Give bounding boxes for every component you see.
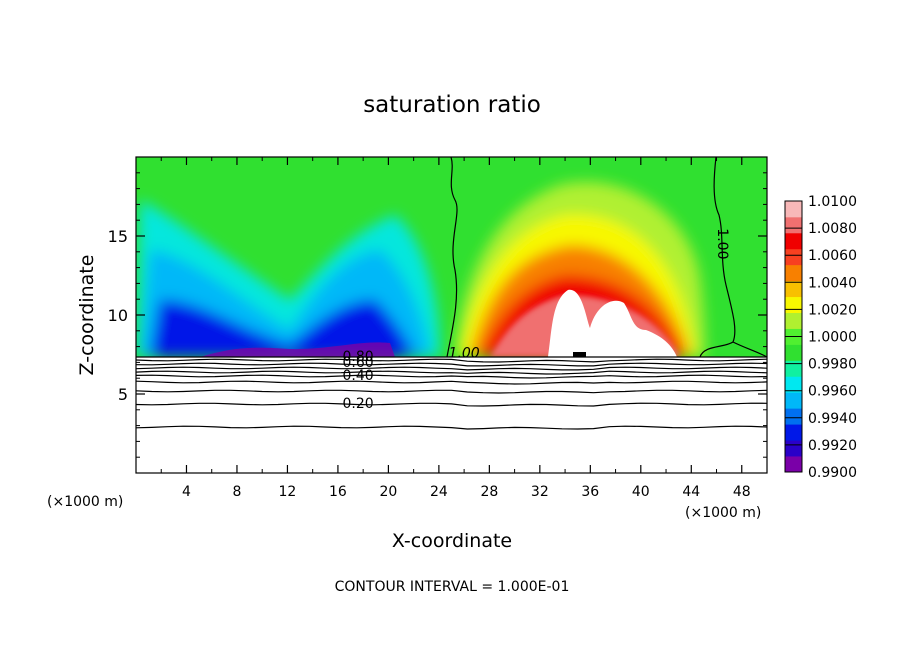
colorbar-swatch xyxy=(785,248,802,266)
contour-line xyxy=(136,402,767,407)
colorbar-label: 1.0020 xyxy=(808,302,857,318)
colorbar-swatch xyxy=(785,360,802,377)
contour-line xyxy=(136,366,767,371)
contour-line xyxy=(136,389,767,394)
y-tick-label: 5 xyxy=(118,385,128,404)
y-axis-title: Z-coordinate xyxy=(76,255,98,376)
colorbar-label: 0.9980 xyxy=(808,357,857,373)
dry-zone-shading xyxy=(136,200,440,357)
lower-layer xyxy=(136,357,767,473)
contour-line xyxy=(136,358,767,363)
colorbar-swatch xyxy=(785,201,802,218)
colorbar-swatch xyxy=(785,456,802,473)
contour-label: 0.80 xyxy=(343,349,374,365)
x-tick-label: 12 xyxy=(279,484,297,500)
colorbar-swatch xyxy=(785,296,802,313)
contour-label: 0.60 xyxy=(343,355,374,371)
colorbar-label: 1.0080 xyxy=(808,221,857,237)
colorbar-swatch xyxy=(785,312,802,329)
colorbar-swatch xyxy=(785,216,802,234)
x-axis-title: X-coordinate xyxy=(392,530,512,552)
colorbar-label: 1.0040 xyxy=(808,275,857,291)
x-tick-label: 24 xyxy=(430,484,448,500)
colorbar-label: 1.0060 xyxy=(808,248,857,264)
colorbar-label: 1.0100 xyxy=(808,194,857,210)
x-unit-right: (×1000 m) xyxy=(685,505,761,521)
contour-label: 0.40 xyxy=(343,368,374,384)
x-tick-label: 28 xyxy=(480,484,498,500)
colorbar-swatch xyxy=(785,440,802,457)
x-tick-label: 40 xyxy=(632,484,650,500)
x-tick-label: 4 xyxy=(182,484,191,500)
x-tick-label: 36 xyxy=(581,484,599,500)
colorbar-swatch xyxy=(785,264,802,282)
colorbar-swatch xyxy=(785,232,802,250)
saturated-cloud-core xyxy=(548,289,677,357)
dry-zone-inner xyxy=(150,300,415,357)
contour-lines xyxy=(136,157,767,430)
contour-1.00-left xyxy=(446,157,458,358)
colorbar-label: 0.9900 xyxy=(808,465,857,481)
colorbar-label: 1.0000 xyxy=(808,330,857,346)
colorbar-label: 0.9940 xyxy=(808,411,857,427)
colorbar-swatch xyxy=(785,424,802,441)
y-axis: 5 10 15 xyxy=(108,172,767,458)
contour-label: 1.00 xyxy=(714,228,730,259)
contour-label: 1.00 xyxy=(449,346,480,362)
contour-line xyxy=(136,380,767,385)
x-tick-label: 16 xyxy=(329,484,347,500)
x-tick-label: 20 xyxy=(379,484,397,500)
x-tick-label: 48 xyxy=(733,484,751,500)
contour-labels: 1.00 1.00 0.800.600.40 0.20 xyxy=(343,228,730,412)
colorbar-swatch xyxy=(785,408,802,425)
y-tick-label: 15 xyxy=(108,227,128,246)
colorbar-swatch xyxy=(785,376,802,393)
contour-line xyxy=(136,370,767,375)
contour-label: 0.20 xyxy=(343,396,374,412)
chart-title: saturation ratio xyxy=(363,92,541,118)
dry-zone-edge xyxy=(200,342,395,357)
colorbar-swatch xyxy=(785,280,802,298)
terrain-bump xyxy=(573,352,586,357)
y-tick-label: 10 xyxy=(108,306,128,325)
contour-line xyxy=(136,425,767,430)
colorbar-swatch xyxy=(785,392,802,409)
colorbar-label: 0.9920 xyxy=(808,438,857,454)
x-tick-label: 8 xyxy=(232,484,241,500)
x-unit-left: (×1000 m) xyxy=(47,494,123,510)
contour-line xyxy=(136,362,767,367)
colorbar-swatch xyxy=(785,344,802,361)
contour-1.00-right xyxy=(699,157,767,358)
x-tick-label: 44 xyxy=(682,484,700,500)
saturation-field xyxy=(136,157,767,473)
x-tick-label: 32 xyxy=(531,484,549,500)
colorbar: 1.0100 1.0080 1.0060 1.0040 1.0020 1.0000 0.99… xyxy=(784,194,857,481)
x-axis: 4 8 12 16 20 24 28 32 36 40 44 48 xyxy=(160,157,751,500)
colorbar-label: 0.9960 xyxy=(808,384,857,400)
contour-line xyxy=(136,374,767,379)
contour-interval-note: CONTOUR INTERVAL = 1.000E-01 xyxy=(335,579,570,595)
